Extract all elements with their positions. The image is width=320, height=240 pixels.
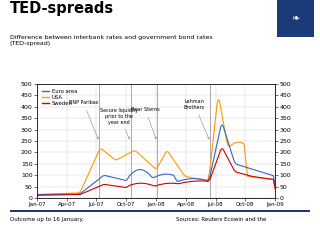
Text: BNP Paribas: BNP Paribas [69,100,98,139]
Text: Outcome up to 16 January.: Outcome up to 16 January. [10,217,83,222]
Text: Lehman
Brothers: Lehman Brothers [184,99,209,139]
Text: Sources: Reuters Ecowin and the: Sources: Reuters Ecowin and the [176,217,266,222]
Text: ❧: ❧ [291,14,299,24]
Text: Secure liquidity
prior to the
year end: Secure liquidity prior to the year end [100,108,138,139]
Text: Difference between interbank rates and government bond rates
(TED-spread): Difference between interbank rates and g… [10,35,212,46]
Text: TED-spreads: TED-spreads [10,1,114,16]
Legend: Euro area, USA, Sweden: Euro area, USA, Sweden [39,87,79,108]
Text: Bear Sterns: Bear Sterns [131,107,160,139]
